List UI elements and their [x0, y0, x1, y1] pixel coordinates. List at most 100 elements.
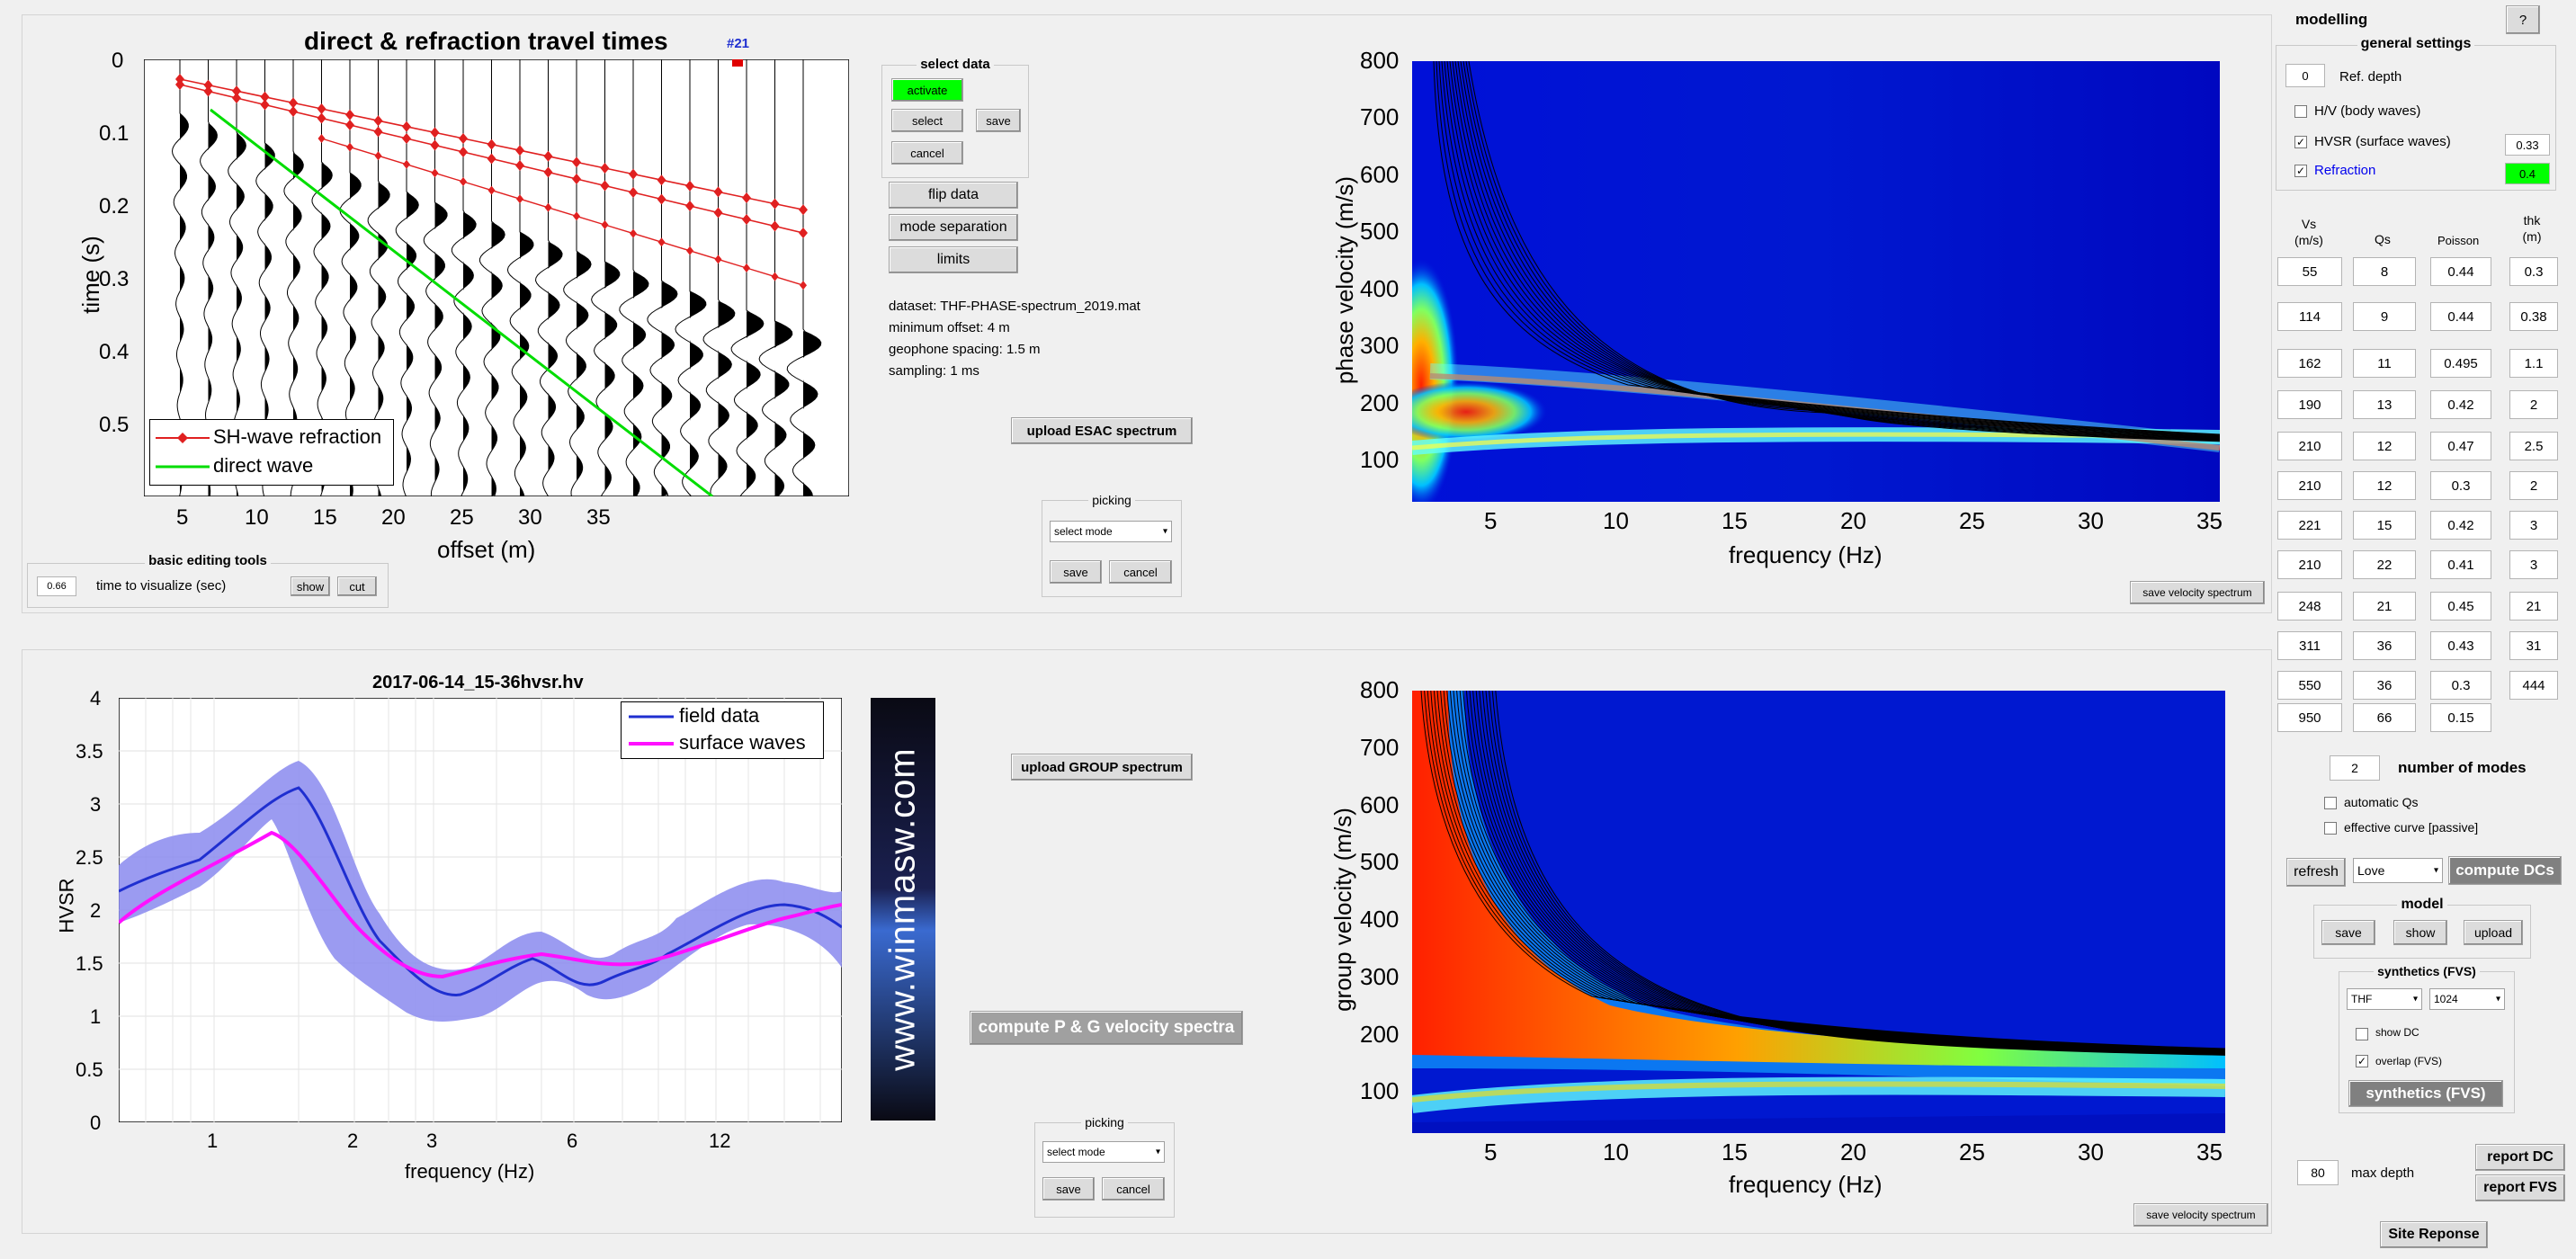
picking-bottom-save[interactable]: save — [1042, 1177, 1095, 1201]
layer-cell[interactable]: 0.43 — [2430, 631, 2491, 660]
synth-site-select[interactable]: THF ▾ — [2347, 988, 2422, 1010]
layer-cell[interactable]: 0.45 — [2430, 592, 2491, 621]
travel-times-plot[interactable] — [144, 59, 849, 496]
x-tick-label: 15 — [1722, 1138, 1748, 1165]
layer-cell[interactable]: 0.42 — [2430, 511, 2491, 540]
synth-samples-select[interactable]: 1024 ▾ — [2429, 988, 2505, 1010]
layer-cell[interactable]: 0.47 — [2430, 432, 2491, 460]
activate-button[interactable]: activate — [891, 78, 963, 102]
layer-cell[interactable]: 550 — [2277, 671, 2342, 700]
flip-data-button[interactable]: flip data — [889, 182, 1018, 209]
upload-esac-button[interactable]: upload ESAC spectrum — [1011, 417, 1193, 444]
hvsr-surface-weight[interactable]: 0.33 — [2505, 134, 2550, 156]
layer-cell[interactable]: 210 — [2277, 471, 2342, 500]
picking-top-cancel[interactable]: cancel — [1109, 560, 1172, 584]
select-save-button[interactable]: save — [976, 109, 1021, 132]
max-depth-input[interactable]: 80 — [2297, 1160, 2339, 1185]
site-response-button[interactable]: Site Reponse — [2380, 1221, 2488, 1248]
layer-cell[interactable]: 55 — [2277, 257, 2342, 286]
overlap-checkbox[interactable]: ✓ — [2356, 1055, 2368, 1067]
refraction-checkbox[interactable]: ✓ — [2294, 165, 2307, 177]
layer-cell[interactable]: 0.38 — [2509, 302, 2558, 331]
save-velocity-spectrum-top[interactable]: save velocity spectrum — [2130, 581, 2265, 604]
show-button[interactable]: show — [291, 576, 330, 596]
layer-cell[interactable]: 0.3 — [2509, 257, 2558, 286]
model-show-button[interactable]: show — [2393, 920, 2447, 945]
layer-cell[interactable]: 3 — [2509, 550, 2558, 579]
layer-cell[interactable]: 9 — [2353, 302, 2416, 331]
report-dc-button[interactable]: report DC — [2475, 1144, 2565, 1171]
help-button[interactable]: ? — [2506, 5, 2540, 34]
auto-qs-checkbox[interactable] — [2324, 797, 2337, 809]
effective-curve-checkbox[interactable] — [2324, 822, 2337, 835]
layer-cell[interactable]: 210 — [2277, 550, 2342, 579]
ref-depth-input[interactable]: 0 — [2285, 64, 2325, 87]
layer-cell[interactable]: 444 — [2509, 671, 2558, 700]
select-cancel-button[interactable]: cancel — [891, 141, 963, 165]
compute-dcs-button[interactable]: compute DCs — [2448, 856, 2562, 885]
layer-cell[interactable]: 36 — [2353, 631, 2416, 660]
layer-cell[interactable]: 2 — [2509, 471, 2558, 500]
layer-cell[interactable]: 0.44 — [2430, 302, 2491, 331]
cut-button[interactable]: cut — [337, 576, 377, 596]
layer-cell[interactable]: 31 — [2509, 631, 2558, 660]
refraction-weight[interactable]: 0.4 — [2505, 163, 2550, 184]
select-button[interactable]: select — [891, 109, 963, 132]
layer-cell[interactable]: 0.44 — [2430, 257, 2491, 286]
layer-cell[interactable]: 13 — [2353, 390, 2416, 419]
layer-cell[interactable]: 36 — [2353, 671, 2416, 700]
layer-cell[interactable]: 311 — [2277, 631, 2342, 660]
picking-top-save[interactable]: save — [1050, 560, 1102, 584]
show-dc-checkbox[interactable] — [2356, 1028, 2368, 1040]
layer-cell[interactable]: 162 — [2277, 349, 2342, 378]
layer-cell[interactable]: 950 — [2277, 703, 2342, 732]
hvsr-surface-checkbox[interactable]: ✓ — [2294, 136, 2307, 148]
y-tick-label: 100 — [1360, 1077, 1400, 1105]
layer-cell[interactable]: 0.41 — [2430, 550, 2491, 579]
layer-cell[interactable]: 15 — [2353, 511, 2416, 540]
layer-cell[interactable]: 22 — [2353, 550, 2416, 579]
layer-cell[interactable]: 0.3 — [2430, 671, 2491, 700]
layer-cell[interactable]: 21 — [2353, 592, 2416, 621]
picking-bottom-cancel[interactable]: cancel — [1102, 1177, 1165, 1201]
layer-cell[interactable]: 12 — [2353, 432, 2416, 460]
mode-separation-button[interactable]: mode separation — [889, 214, 1018, 241]
layer-cell[interactable]: 248 — [2277, 592, 2342, 621]
refraction-pick — [516, 194, 523, 204]
report-fvs-button[interactable]: report FVS — [2475, 1174, 2565, 1201]
layer-cell[interactable]: 190 — [2277, 390, 2342, 419]
layer-cell[interactable]: 2.5 — [2509, 432, 2558, 460]
layer-cell[interactable]: 221 — [2277, 511, 2342, 540]
layer-cell[interactable]: 0.42 — [2430, 390, 2491, 419]
group-spectrum-plot[interactable] — [1412, 691, 2225, 1133]
layer-cell[interactable]: 1.1 — [2509, 349, 2558, 378]
layer-cell[interactable]: 0.15 — [2430, 703, 2491, 732]
layer-cell[interactable]: 210 — [2277, 432, 2342, 460]
layer-cell[interactable]: 0.3 — [2430, 471, 2491, 500]
layer-cell[interactable]: 12 — [2353, 471, 2416, 500]
hv-body-checkbox[interactable] — [2294, 105, 2307, 118]
layer-cell[interactable]: 8 — [2353, 257, 2416, 286]
num-modes-input[interactable]: 2 — [2330, 755, 2380, 781]
layer-cell[interactable]: 114 — [2277, 302, 2342, 331]
layer-cell[interactable]: 66 — [2353, 703, 2416, 732]
refresh-button[interactable]: refresh — [2286, 858, 2346, 887]
layer-cell[interactable]: 11 — [2353, 349, 2416, 378]
layer-cell[interactable]: 3 — [2509, 511, 2558, 540]
wave-type-select[interactable]: Love ▾ — [2353, 858, 2443, 883]
upload-group-button[interactable]: upload GROUP spectrum — [1011, 754, 1193, 781]
model-save-button[interactable]: save — [2321, 920, 2375, 945]
hvsr-plot[interactable] — [119, 698, 842, 1122]
layer-cell[interactable]: 21 — [2509, 592, 2558, 621]
picking-bottom-select[interactable]: select mode ▾ — [1042, 1141, 1165, 1163]
picking-top-select[interactable]: select mode ▾ — [1050, 521, 1172, 542]
layer-cell[interactable]: 2 — [2509, 390, 2558, 419]
synthetics-button[interactable]: synthetics (FVS) — [2348, 1080, 2503, 1107]
phase-spectrum-plot[interactable] — [1412, 61, 2220, 502]
compute-pg-button[interactable]: compute P & G velocity spectra — [970, 1011, 1243, 1045]
layer-cell[interactable]: 0.495 — [2430, 349, 2491, 378]
time-visualize-input[interactable]: 0.66 — [37, 576, 76, 596]
limits-button[interactable]: limits — [889, 246, 1018, 273]
save-velocity-spectrum-bottom[interactable]: save velocity spectrum — [2133, 1203, 2268, 1227]
model-upload-button[interactable]: upload — [2464, 920, 2523, 945]
